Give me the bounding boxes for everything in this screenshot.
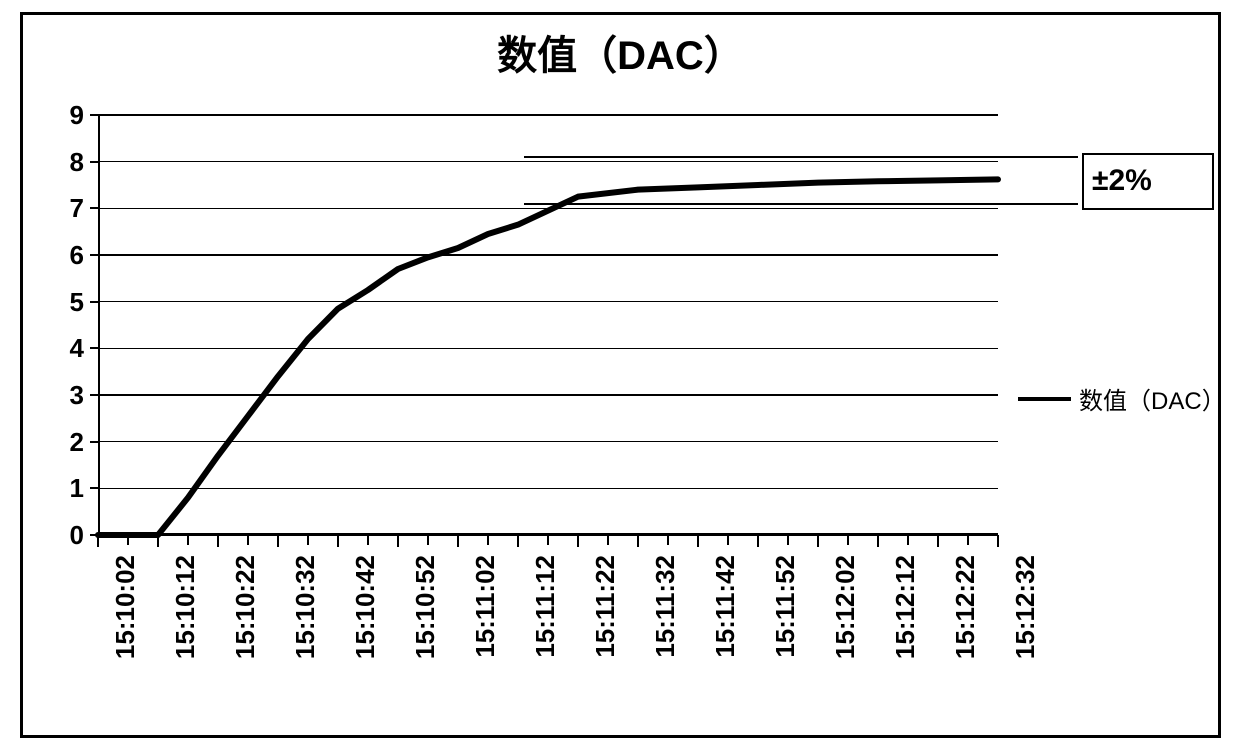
x-tick (97, 535, 99, 547)
x-minor-tick (367, 535, 369, 545)
legend: 数值（DAC） (1018, 381, 1218, 416)
y-tick-label: 6 (70, 240, 84, 271)
x-tick-label: 15:11:52 (770, 555, 801, 705)
gridline (98, 161, 998, 163)
x-tick-label: 15:10:32 (290, 555, 321, 705)
x-minor-tick (247, 535, 249, 545)
gridline (98, 441, 998, 443)
x-tick (637, 535, 639, 547)
y-tick (90, 347, 98, 349)
x-tick-label: 15:10:22 (230, 555, 261, 705)
tolerance-line-upper (524, 156, 1078, 158)
y-tick (90, 114, 98, 116)
x-minor-tick (427, 535, 429, 545)
x-minor-tick (847, 535, 849, 545)
y-tick (90, 301, 98, 303)
x-tick (937, 535, 939, 547)
legend-swatch (1018, 397, 1071, 401)
x-tick (397, 535, 399, 547)
x-tick (457, 535, 459, 547)
x-tick-label: 15:10:52 (410, 555, 441, 705)
x-tick (157, 535, 159, 547)
y-tick (90, 487, 98, 489)
x-tick-label: 15:12:22 (950, 555, 981, 705)
tolerance-label: ±2% (1092, 164, 1152, 198)
y-tick-label: 8 (70, 147, 84, 178)
x-tick-label: 15:10:02 (110, 555, 141, 705)
x-tick (997, 535, 999, 547)
y-tick (90, 441, 98, 443)
chart-title: 数值（DAC） (23, 23, 1218, 81)
line-series (98, 115, 998, 535)
x-minor-tick (547, 535, 549, 545)
x-tick-label: 15:12:02 (830, 555, 861, 705)
gridline (98, 301, 998, 303)
x-minor-tick (307, 535, 309, 545)
gridline (98, 114, 998, 116)
x-tick (337, 535, 339, 547)
y-tick-label: 3 (70, 380, 84, 411)
x-minor-tick (907, 535, 909, 545)
x-minor-tick (727, 535, 729, 545)
y-tick (90, 161, 98, 163)
gridline (98, 208, 998, 210)
x-minor-tick (667, 535, 669, 545)
x-tick (277, 535, 279, 547)
x-minor-tick (967, 535, 969, 545)
y-tick-label: 9 (70, 100, 84, 131)
x-tick-label: 15:10:12 (170, 555, 201, 705)
y-tick (90, 254, 98, 256)
y-tick-label: 5 (70, 287, 84, 318)
x-tick-label: 15:12:32 (1010, 555, 1041, 705)
x-tick (517, 535, 519, 547)
x-tick-label: 15:11:42 (710, 555, 741, 705)
y-tick (90, 207, 98, 209)
x-tick-label: 15:11:32 (650, 555, 681, 705)
x-tick (877, 535, 879, 547)
chart-frame: 数值（DAC） ±2% 数值（DAC） 0 1 2 3 4 5 6 7 8 9 15:10:02 15… (20, 12, 1221, 738)
y-tick-label: 7 (70, 193, 84, 224)
tolerance-label-box: ±2% (1082, 153, 1214, 210)
x-tick (817, 535, 819, 547)
x-minor-tick (187, 535, 189, 545)
y-tick-label: 1 (70, 473, 84, 504)
x-tick (697, 535, 699, 547)
x-minor-tick (607, 535, 609, 545)
x-tick-label: 15:10:42 (350, 555, 381, 705)
y-tick-label: 0 (70, 520, 84, 551)
x-tick-label: 15:11:12 (530, 555, 561, 705)
x-tick-label: 15:11:02 (470, 555, 501, 705)
gridline (98, 348, 998, 350)
y-tick-label: 4 (70, 333, 84, 364)
y-tick (90, 394, 98, 396)
plot-area (98, 115, 998, 535)
x-minor-tick (787, 535, 789, 545)
x-minor-tick (487, 535, 489, 545)
tolerance-line-lower (524, 203, 1078, 205)
x-tick (577, 535, 579, 547)
x-tick-label: 15:11:22 (590, 555, 621, 705)
x-tick-label: 15:12:12 (890, 555, 921, 705)
gridline (98, 394, 998, 396)
y-tick-label: 2 (70, 427, 84, 458)
x-tick (757, 535, 759, 547)
gridline (98, 254, 998, 256)
gridline (98, 488, 998, 490)
legend-label: 数值（DAC） (1079, 381, 1218, 416)
x-tick (217, 535, 219, 547)
x-minor-tick (127, 535, 129, 545)
